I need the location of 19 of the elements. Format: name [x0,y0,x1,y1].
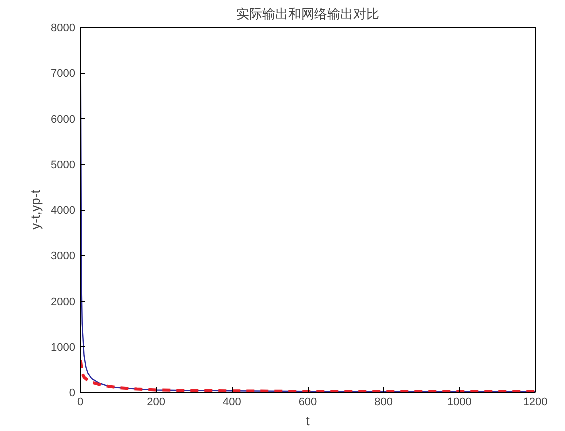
x-tick-label: 1200 [523,396,548,408]
y-tick-label: 5000 [51,159,76,172]
y-tick-label: 6000 [51,114,76,126]
x-tick-label: 1000 [447,396,472,408]
y-tick-label: 4000 [51,205,76,217]
x-tick-label: 600 [298,396,318,408]
y-tick-label: 1000 [51,342,76,354]
y-tick-label: 3000 [51,250,76,263]
y-tick-label: 2000 [51,296,76,308]
x-tick-label: 200 [147,396,166,408]
x-axis-title: t [306,414,310,428]
y-axis-title: y-t,yp-t [28,190,44,230]
y-tick-label: 7000 [51,68,76,80]
x-tick-label: 800 [374,396,394,408]
x-tick-label: 400 [222,396,242,408]
chart-title: 实际输出和网络输出对比 [236,8,380,22]
y-tick-label: 8000 [51,22,76,34]
y-tick-label: 0 [69,388,76,400]
x-tick-label: 0 [77,396,84,408]
